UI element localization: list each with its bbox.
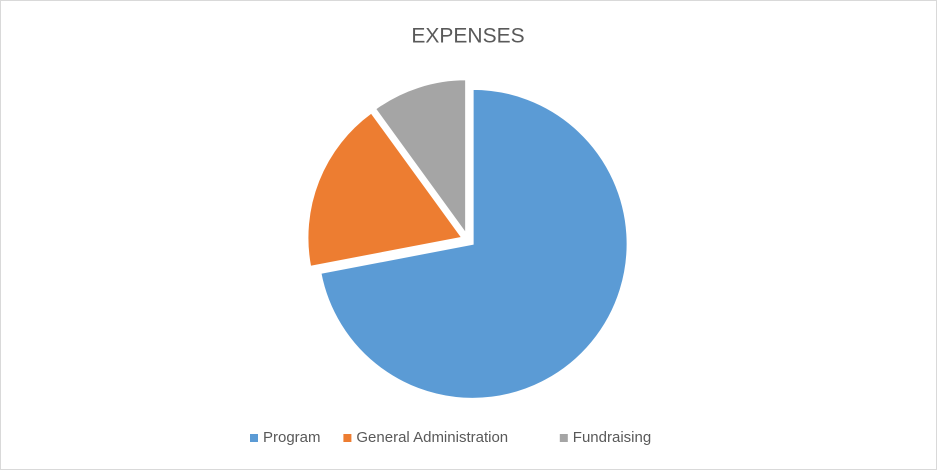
legend-label: General Administration — [356, 429, 508, 446]
legend-label: Fundraising — [573, 429, 651, 446]
pie-slice — [373, 78, 468, 238]
legend-label: Program — [263, 429, 321, 446]
legend-swatch — [343, 434, 352, 442]
pie-slice — [319, 87, 629, 400]
legend-swatch — [250, 434, 258, 442]
legend-swatch — [559, 434, 568, 442]
chart-title: EXPENSES — [411, 25, 524, 48]
pie-slice — [306, 110, 465, 269]
